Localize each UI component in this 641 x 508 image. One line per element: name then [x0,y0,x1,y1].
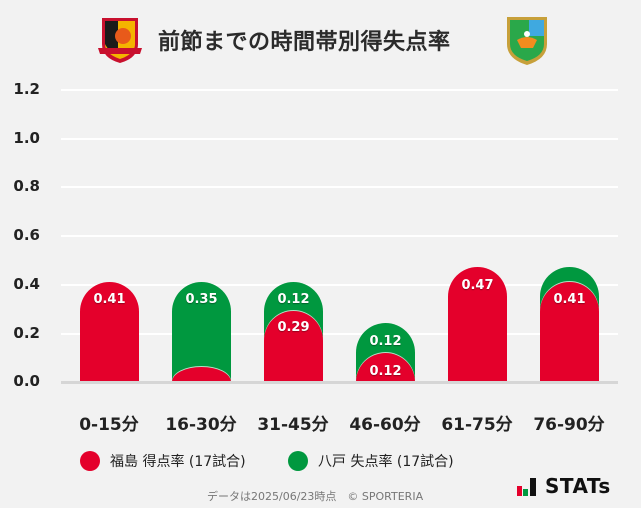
bar-fukushima-scored [172,367,231,382]
fukushima-united-logo [96,14,144,64]
legend-red-dot-icon [80,451,100,471]
x-tick-label: 16-30分 [165,415,237,435]
gridline [61,235,618,237]
value-label: 0.29 [277,320,310,335]
bar-fukushima-scored [80,282,139,382]
y-tick: 0.6 [13,226,40,244]
value-label: 0.12 [369,334,402,349]
bar-group-76-90: 0.41 [540,0,599,382]
gridline [61,186,618,188]
chart-title: 前節までの時間帯別得失点率 [158,30,451,55]
bar-group-16-30: 0.35 [172,0,231,382]
fukushima-crest-icon [98,18,142,63]
stats-brand: STATs [517,476,611,496]
value-label: 0.12 [369,364,402,379]
x-tick-label: 31-45分 [257,415,329,435]
value-label: 0.12 [277,292,310,307]
legend-green-dot-icon [288,451,308,471]
vanraure-hachinohe-logo [503,14,551,66]
bar-group-0-15: 0.41 [80,0,139,382]
bar-group-31-45: 0.12 0.29 [264,0,323,382]
gridline [61,89,618,91]
x-axis-baseline [61,381,618,384]
y-tick: 0.2 [13,324,40,342]
value-label: 0.47 [461,278,494,293]
stats-brand-text: STATs [545,474,611,498]
y-tick: 0.8 [13,177,40,195]
x-tick-label: 0-15分 [79,415,139,435]
y-tick: 1.2 [13,80,40,98]
bar-group-46-60: 0.12 0.12 [356,0,415,382]
y-tick: 1.0 [13,129,40,147]
legend-label: 八戸 失点率 (17試合) [318,454,454,470]
value-label: 0.41 [93,292,126,307]
x-tick-label: 46-60分 [349,415,421,435]
value-label: 0.35 [185,292,218,307]
bar-hachinohe-conceded [172,282,231,382]
value-label: 0.41 [553,292,586,307]
gridline [61,138,618,140]
stats-bars-icon [517,478,536,496]
gridline [61,284,618,286]
bar-fukushima-scored [264,311,323,382]
bar-group-61-75: 0.47 [448,0,507,382]
x-tick-label: 61-75分 [441,415,513,435]
y-tick: 0.0 [13,372,40,390]
legend-label: 福島 得点率 (17試合) [110,454,246,470]
data-date-note: データは2025/06/23時点 © SPORTERIA [207,490,424,503]
y-tick: 0.4 [13,275,40,293]
bar-fukushima-scored [540,282,599,382]
legend-item-fukushima: 福島 得点率 (17試合) [80,451,246,471]
legend-item-hachinohe: 八戸 失点率 (17試合) [288,451,454,471]
gridline [61,333,618,335]
hachinohe-crest-icon [507,17,547,65]
bar-fukushima-scored [448,267,507,382]
x-tick-label: 76-90分 [533,415,605,435]
